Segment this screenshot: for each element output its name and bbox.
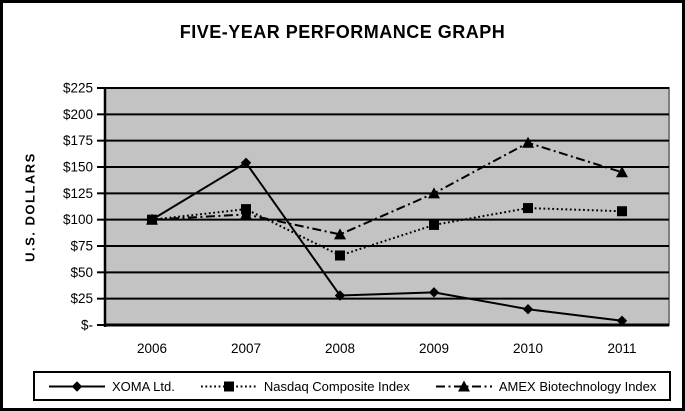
amex-biotechnology-index-marker-icon <box>428 187 440 199</box>
y-tick-label: $150 <box>63 160 93 175</box>
amex-biotechnology-index-marker-icon <box>146 213 158 225</box>
x-tick-label: 2006 <box>137 341 167 356</box>
legend-entry-nasdaq: Nasdaq Composite Index <box>200 378 410 394</box>
chart-title: FIVE-YEAR PERFORMANCE GRAPH <box>179 22 506 42</box>
nasdaq-line-square-icon <box>200 381 257 391</box>
series-xoma-ltd <box>146 157 628 326</box>
legend-entry-amex: AMEX Biotechnology Index <box>435 378 657 394</box>
x-tick-label: 2011 <box>607 341 636 356</box>
y-tick-label: $225 <box>63 81 93 96</box>
legend: XOMA Ltd. Nasdaq Composite Index AMEX Bi… <box>33 371 671 401</box>
legend-square-marker-icon <box>223 381 234 391</box>
x-tick-label: 2010 <box>513 341 543 356</box>
y-tick-label: $25 <box>70 291 93 306</box>
amex-biotechnology-index-marker-icon <box>616 166 628 178</box>
amex-biotechnology-index-marker-icon <box>522 136 534 148</box>
amex-biotechnology-index-marker-icon <box>240 208 252 220</box>
x-tick-label: 2008 <box>325 341 355 356</box>
nasdaq-composite-index-marker-icon <box>335 250 345 261</box>
legend-label-nasdaq: Nasdaq Composite Index <box>263 378 410 394</box>
y-tick-label: $- <box>81 318 93 333</box>
xoma-ltd-marker-icon <box>334 290 346 301</box>
nasdaq-composite-index-marker-icon <box>429 219 439 230</box>
y-tick-label: $200 <box>63 107 93 122</box>
x-axis: 2006 2007 2008 2009 2010 2011 <box>137 341 637 356</box>
y-tick-label: $125 <box>63 186 93 201</box>
xoma-ltd-marker-icon <box>428 287 440 298</box>
legend-label-xoma: XOMA Ltd. <box>112 378 175 394</box>
xoma-ltd-marker-icon <box>240 157 252 168</box>
plot-background <box>104 87 670 326</box>
y-axis: $- $25 $50 $75 $100 $125 $150 $175 $200 $225 <box>63 81 669 333</box>
nasdaq-composite-index-marker-icon <box>617 206 627 217</box>
legend-diamond-marker-icon <box>71 380 83 392</box>
y-tick-label: $175 <box>63 133 93 148</box>
amex-biotechnology-index-marker-icon <box>334 228 346 240</box>
legend-entry-xoma: XOMA Ltd. <box>49 379 175 394</box>
xoma-ltd-marker-icon <box>522 304 534 315</box>
xoma-ltd-marker-icon <box>616 315 628 326</box>
nasdaq-composite-index-marker-icon <box>523 203 533 214</box>
legend-label-amex: AMEX Biotechnology Index <box>498 378 657 394</box>
xoma-line-diamond-icon <box>49 380 105 392</box>
x-tick-label: 2007 <box>231 341 261 356</box>
x-tick-label: 2009 <box>419 341 449 356</box>
y-tick-label: $100 <box>63 212 93 227</box>
y-tick-label: $75 <box>70 239 93 254</box>
amex-line-triangle-icon <box>435 380 492 391</box>
legend-triangle-marker-icon <box>457 380 470 391</box>
y-tick-label: $50 <box>70 265 93 280</box>
series-amex-biotechnology-index <box>146 136 628 240</box>
